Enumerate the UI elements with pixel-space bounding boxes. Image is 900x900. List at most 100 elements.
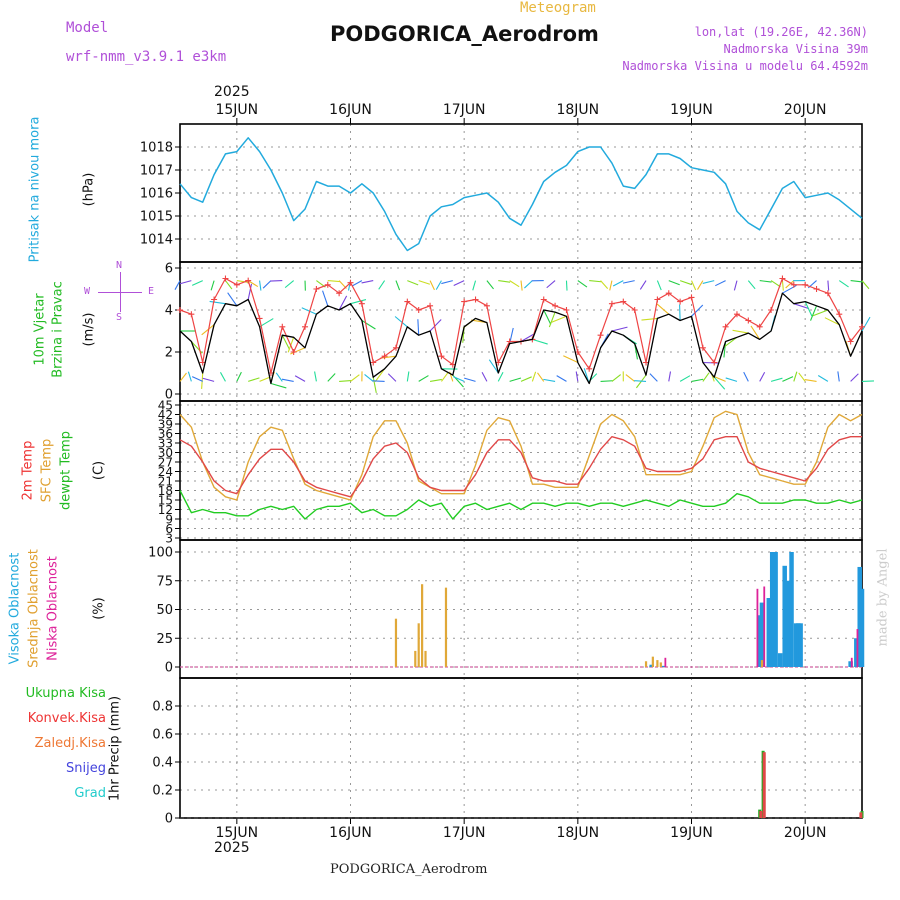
wind-barb — [351, 280, 363, 287]
wind-gust-marker — [631, 307, 638, 313]
wind-barb — [690, 280, 697, 291]
wind-gust-marker — [233, 281, 240, 288]
wind-barb — [612, 280, 624, 287]
wind-barb — [609, 280, 613, 291]
wind-barb — [435, 280, 442, 290]
wind-barb — [387, 373, 397, 382]
wind-barb — [691, 304, 704, 317]
wind-gust-marker — [654, 296, 661, 303]
wind-barb — [668, 280, 680, 286]
wind-barb — [577, 280, 588, 288]
wind-barb — [327, 373, 336, 382]
wind-barb — [798, 372, 806, 382]
wind-gust-marker — [847, 338, 854, 345]
y-tick-label: 0 — [165, 812, 173, 827]
temp-2m-line — [179, 436, 862, 498]
bottom-day-label: 15JUN — [215, 825, 258, 841]
wind-barb — [486, 280, 494, 290]
wind-gust-marker — [472, 296, 479, 303]
cloud-high-bar — [857, 566, 862, 667]
y-tick-label: 0.2 — [152, 784, 173, 799]
wind-barb — [488, 359, 499, 374]
wind-barb — [179, 280, 192, 285]
cloud-high-bar — [759, 602, 765, 667]
cloud-mid-bar — [760, 660, 764, 667]
lonlat-label: lon,lat (19.26E, 42.36N) — [694, 25, 868, 39]
model-elevation-label: Nadmorska Visina u modelu 64.4592m — [622, 59, 868, 73]
bottom-day-label: 19JUN — [670, 825, 713, 841]
top-day-label: 20JUN — [784, 102, 827, 118]
wind-barb — [641, 317, 658, 321]
y-tick-label: 25 — [156, 632, 173, 647]
wind-barb — [532, 338, 548, 345]
y-tick-label: 42 — [158, 408, 173, 422]
wind-barb — [589, 280, 602, 283]
wind-barb — [679, 375, 691, 382]
pressure-line — [179, 137, 863, 252]
wind-barb — [649, 373, 658, 382]
wind-gust-marker — [824, 290, 831, 297]
cloud-mid-bar — [651, 656, 654, 667]
wind-barb — [407, 280, 419, 286]
wind-barb — [259, 376, 271, 382]
y-tick-label: 0.4 — [152, 756, 173, 771]
compass-ns-line — [120, 272, 121, 312]
wind-barb — [656, 280, 662, 291]
wind-gust-marker — [813, 286, 820, 292]
wind-barb — [441, 280, 453, 285]
wind-barb — [732, 329, 749, 334]
wind-gust-marker — [256, 315, 263, 322]
cloud-high-bar — [777, 653, 783, 667]
wind-barb — [697, 280, 704, 290]
year-label-bottom: 2025 — [214, 840, 250, 856]
wind-barb — [187, 371, 192, 382]
y-tick-label: 15 — [158, 494, 173, 508]
wind-gust-marker — [722, 323, 729, 330]
wind-barb — [418, 280, 431, 285]
cloud-high-bar — [789, 552, 794, 667]
y-tick-label: 0.8 — [152, 700, 173, 715]
wind-barb — [817, 375, 829, 382]
wind-barb — [543, 309, 552, 325]
wind-barb — [639, 280, 647, 290]
legend-total-rain: Ukupna Kisa — [25, 686, 106, 701]
wind-barb — [548, 311, 556, 328]
wind-barb — [702, 372, 710, 382]
wind-gust-marker — [586, 365, 593, 372]
wind-barb — [824, 317, 840, 326]
wind-barb — [225, 280, 233, 290]
cloud-high-bar — [769, 552, 775, 667]
y-tick-label: 18 — [158, 484, 173, 498]
wind-barb — [275, 372, 283, 382]
wind-barb — [725, 377, 738, 382]
wind-barb — [372, 380, 385, 382]
panel-frame — [179, 400, 863, 541]
bottom-day-label: 20JUN — [784, 825, 827, 841]
compass-rose: N S W E — [84, 258, 154, 324]
wind-barb — [259, 280, 262, 291]
cloud-mid-bar — [394, 618, 398, 667]
wind-barb — [406, 371, 410, 382]
wind-barb — [520, 280, 523, 291]
bottom-day-label: 18JUN — [556, 825, 599, 841]
y-tick-label: 45 — [158, 399, 173, 413]
wind-gust-marker — [438, 353, 445, 360]
wind-gust-marker — [733, 311, 740, 318]
cloud-mid-bar — [414, 650, 417, 667]
wind-barb — [453, 280, 465, 287]
wind-barb — [364, 374, 374, 382]
wind-gust-marker — [336, 290, 343, 297]
wind-barb — [750, 325, 761, 340]
wind-barb — [850, 280, 863, 283]
wind-gust-marker — [756, 323, 763, 330]
y-tick-label: 36 — [158, 427, 173, 441]
wind-gust-marker — [313, 286, 320, 292]
y-tick-label: 0.6 — [152, 728, 173, 743]
cloud-low-bar — [850, 657, 853, 667]
wind-gust-marker — [677, 298, 684, 305]
wind-gust-marker — [188, 311, 195, 318]
wind-gust-marker — [745, 317, 752, 324]
wind-gust-marker — [279, 323, 286, 330]
legend-snow: Snijeg — [66, 761, 106, 776]
cloud-high-bar — [782, 565, 787, 667]
